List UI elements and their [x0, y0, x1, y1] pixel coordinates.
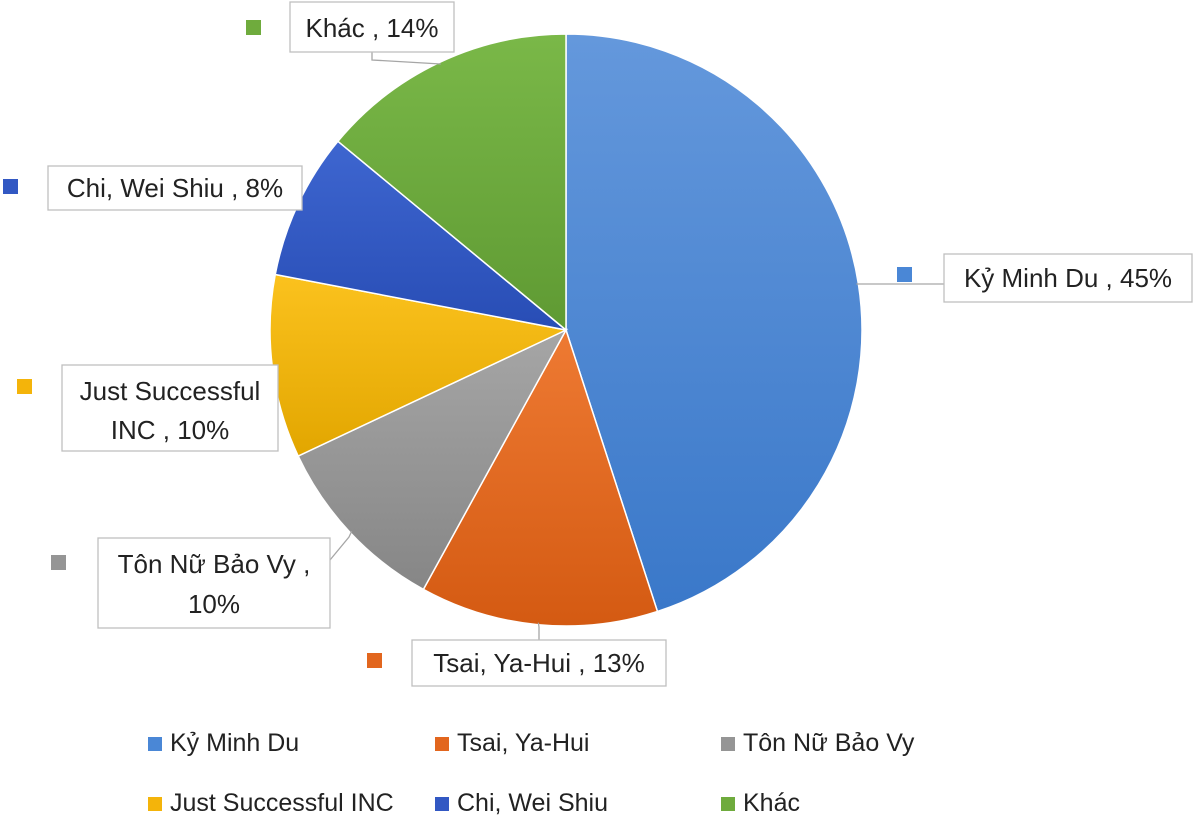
data-label-box-tsai-ya-hui — [411, 639, 667, 687]
leader-line-tsai-ya-hui — [537, 622, 540, 640]
data-label-ton-nu-bao-vy-line-1: Tôn Nữ Bảo Vy , — [118, 549, 311, 579]
data-label-marker-chi-wei-shiu — [3, 179, 18, 194]
leader-line-khac — [371, 52, 441, 65]
data-label-marker-ky-minh-du — [897, 267, 912, 282]
data-label-marker-khac — [246, 20, 261, 35]
pie-slice-ton-nu-bao-vy — [297, 328, 568, 591]
data-label-box-just-successful-inc — [61, 364, 279, 452]
data-label-khac: Khác , 14% — [306, 13, 439, 43]
data-label-just-successful-inc-line-2: INC , 10% — [111, 415, 230, 445]
data-label-marker-ton-nu-bao-vy — [51, 555, 66, 570]
pie-slice-khac — [336, 33, 567, 332]
leader-line-ton-nu-bao-vy — [329, 530, 353, 561]
data-label-box-chi-wei-shiu — [47, 165, 303, 211]
data-label-ky-minh-du: Kỷ Minh Du , 45% — [964, 263, 1172, 293]
data-label-marker-just-successful-inc — [17, 379, 32, 394]
data-label-ton-nu-bao-vy-line-2: 10% — [188, 589, 240, 619]
data-label-just-successful-inc-line-1: Just Successful — [80, 376, 261, 406]
data-label-chi-wei-shiu: Chi, Wei Shiu , 8% — [67, 173, 283, 203]
data-label-box-ky-minh-du — [943, 253, 1193, 303]
data-label-box-khac — [289, 1, 455, 53]
data-label-tsai-ya-hui: Tsai, Ya-Hui , 13% — [433, 648, 644, 678]
data-label-marker-tsai-ya-hui — [367, 653, 382, 668]
data-label-box-ton-nu-bao-vy — [97, 537, 331, 629]
